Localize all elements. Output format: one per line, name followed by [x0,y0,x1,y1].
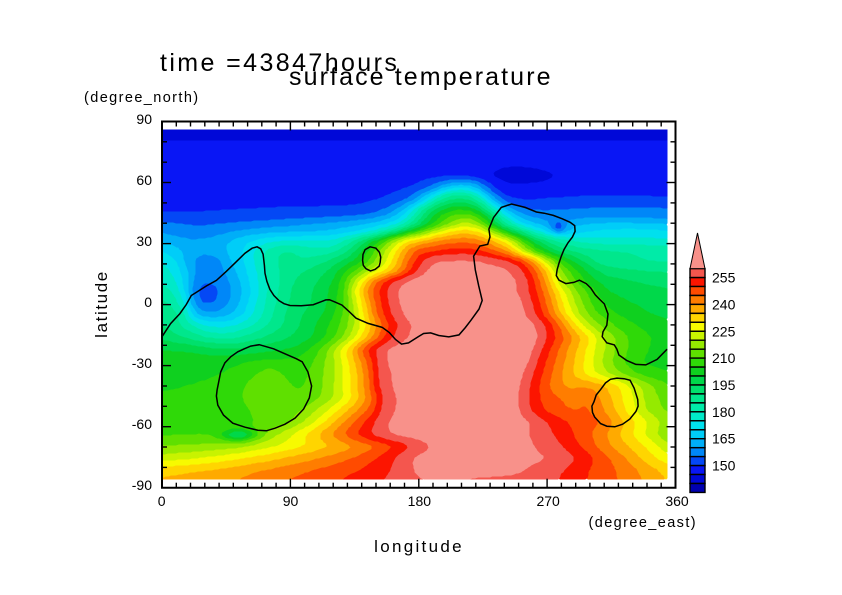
svg-text:-90: -90 [132,477,152,493]
svg-text:90: 90 [283,493,299,509]
svg-text:210: 210 [712,350,736,366]
svg-text:-60: -60 [132,416,152,432]
svg-text:165: 165 [712,431,736,447]
svg-text:180: 180 [408,493,432,509]
svg-text:225: 225 [712,323,736,339]
svg-text:60: 60 [136,172,152,188]
svg-text:(degree_east): (degree_east) [589,515,697,531]
svg-text:(degree_north): (degree_north) [84,90,200,106]
svg-text:-30: -30 [132,355,152,371]
svg-text:195: 195 [712,377,736,393]
svg-text:0: 0 [144,294,152,310]
svg-text:255: 255 [712,270,736,286]
svg-text:360: 360 [665,493,689,509]
svg-text:270: 270 [536,493,560,509]
svg-text:0: 0 [158,493,166,509]
svg-text:latitude: latitude [92,270,111,338]
svg-text:240: 240 [712,296,736,312]
svg-text:longitude: longitude [374,537,464,556]
svg-text:time =43847hours: time =43847hours [160,49,399,77]
svg-text:surface temperature: surface temperature [289,63,553,91]
svg-text:30: 30 [136,233,152,249]
svg-text:150: 150 [712,458,736,474]
svg-text:180: 180 [712,404,736,420]
svg-text:90: 90 [136,111,152,127]
